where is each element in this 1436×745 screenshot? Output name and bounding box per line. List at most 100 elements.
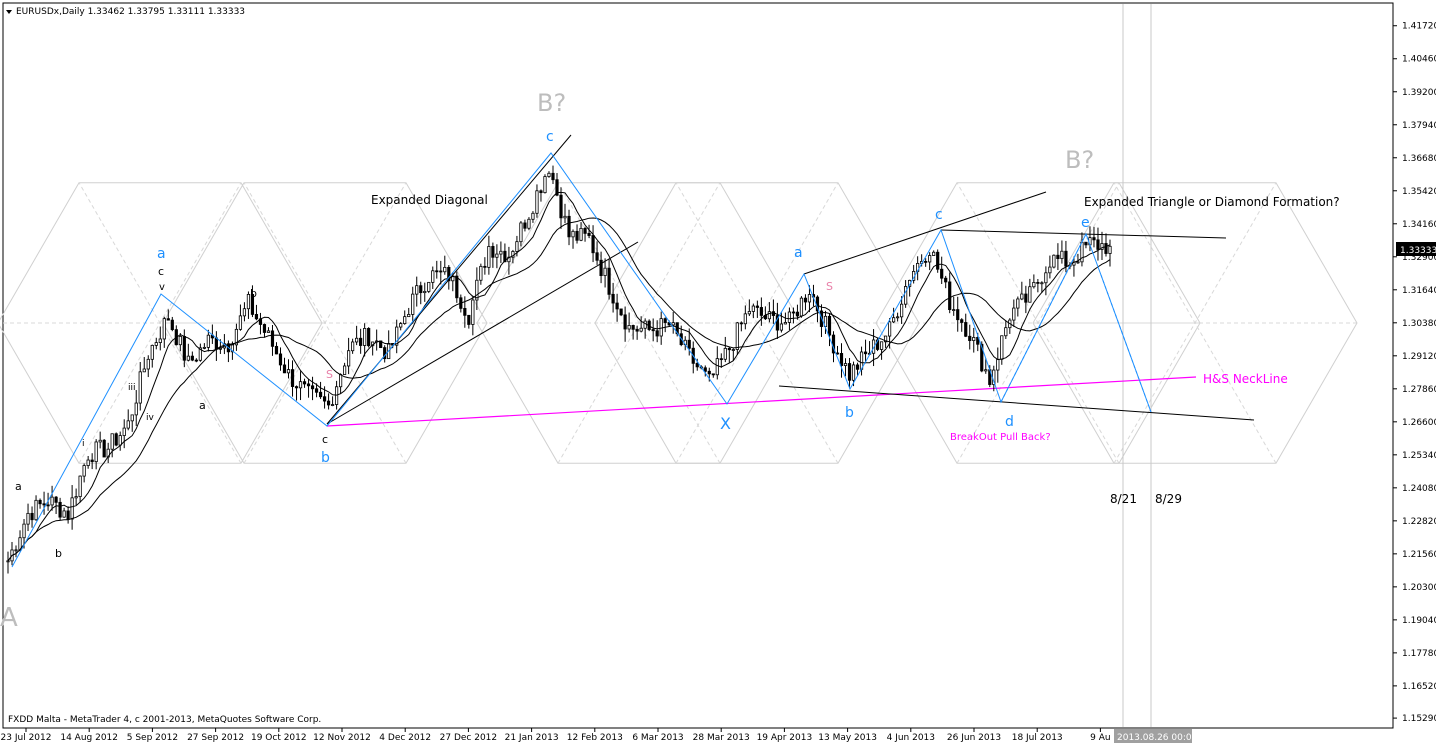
candle[interactable] (266, 327, 271, 333)
candle[interactable] (739, 321, 743, 332)
candle[interactable] (158, 326, 162, 351)
price-axis[interactable]: 1.41720 1.40460 1.39200 1.37940 1.36680 1.354… (1392, 3, 1436, 728)
candle[interactable] (403, 310, 407, 325)
candle[interactable] (807, 285, 812, 313)
candle[interactable] (1084, 241, 1088, 249)
candle[interactable] (839, 343, 844, 378)
candle[interactable] (607, 258, 611, 300)
candle[interactable] (619, 308, 623, 317)
candle[interactable] (944, 275, 948, 289)
candle[interactable] (531, 211, 535, 223)
candle[interactable] (355, 325, 359, 346)
time-axis[interactable]: 23 Jul 2012 14 Aug 2012 5 Sep 2012 27 Sep 2… (1, 727, 1393, 743)
candle[interactable] (130, 414, 134, 432)
candle[interactable] (194, 358, 198, 363)
candle[interactable] (1100, 231, 1104, 260)
candle[interactable] (427, 281, 431, 294)
candle[interactable] (499, 241, 503, 264)
candle[interactable] (475, 267, 479, 310)
candle[interactable] (847, 357, 852, 389)
candle[interactable] (471, 295, 475, 336)
candle[interactable] (1048, 255, 1052, 279)
candle[interactable] (186, 343, 190, 362)
candle[interactable] (166, 309, 170, 321)
candle[interactable] (138, 361, 142, 411)
candle[interactable] (575, 224, 579, 244)
candle[interactable] (146, 355, 150, 378)
candle[interactable] (1108, 239, 1112, 267)
candle[interactable] (567, 209, 571, 246)
candle[interactable] (407, 307, 411, 318)
candle[interactable] (595, 241, 599, 265)
candle[interactable] (743, 305, 747, 330)
candle[interactable] (479, 263, 483, 285)
candle[interactable] (483, 257, 487, 275)
candle[interactable] (731, 348, 735, 361)
candle[interactable] (623, 306, 627, 342)
candle[interactable] (455, 271, 459, 303)
candle[interactable] (1012, 299, 1016, 327)
candle[interactable] (715, 346, 719, 380)
candle[interactable] (347, 337, 351, 375)
candle[interactable] (735, 321, 739, 356)
candle[interactable] (503, 243, 507, 263)
candle[interactable] (1036, 279, 1040, 293)
candle[interactable] (719, 353, 723, 368)
candle[interactable] (591, 225, 595, 263)
candle[interactable] (631, 324, 635, 340)
candle[interactable] (755, 300, 759, 318)
candle[interactable] (779, 311, 784, 333)
candle[interactable] (551, 165, 555, 185)
candle[interactable] (439, 260, 443, 285)
candle[interactable] (94, 439, 98, 470)
candle[interactable] (431, 266, 435, 289)
candle[interactable] (74, 488, 78, 505)
candle[interactable] (314, 383, 319, 398)
candle[interactable] (1076, 253, 1080, 264)
triangle-lower-line[interactable] (778, 385, 1255, 421)
candle[interactable] (178, 333, 182, 352)
candle[interactable] (843, 358, 848, 377)
candle[interactable] (114, 432, 118, 447)
candle[interactable] (330, 396, 335, 407)
candle[interactable] (1004, 320, 1008, 340)
candle[interactable] (932, 250, 936, 256)
candle[interactable] (827, 313, 832, 347)
candle[interactable] (66, 506, 70, 524)
candle[interactable] (1104, 233, 1108, 257)
candle[interactable] (198, 343, 202, 362)
candle[interactable] (1024, 285, 1028, 314)
candle[interactable] (883, 335, 888, 348)
candle[interactable] (519, 220, 523, 247)
candle[interactable] (563, 203, 567, 224)
candle[interactable] (238, 304, 243, 331)
candle[interactable] (54, 496, 58, 514)
candle[interactable] (535, 184, 539, 218)
diagonal-lower-line[interactable] (326, 241, 639, 425)
candle[interactable] (1032, 274, 1036, 289)
candle[interactable] (952, 296, 956, 316)
candle[interactable] (86, 455, 90, 469)
candle[interactable] (1060, 240, 1064, 264)
candle[interactable] (286, 359, 291, 379)
candle[interactable] (627, 312, 631, 333)
candle[interactable] (579, 222, 583, 242)
candle[interactable] (326, 393, 331, 410)
triangle-top-line[interactable] (940, 229, 1227, 239)
candle[interactable] (134, 390, 138, 426)
candle[interactable] (523, 219, 527, 232)
candle[interactable] (395, 319, 399, 354)
candle[interactable] (82, 463, 86, 483)
candle[interactable] (367, 327, 371, 348)
candle[interactable] (723, 336, 727, 363)
candle[interactable] (202, 343, 206, 350)
candle[interactable] (539, 189, 543, 202)
candle[interactable] (162, 316, 166, 348)
candle[interactable] (250, 285, 255, 318)
candle[interactable] (126, 409, 130, 431)
candle[interactable] (102, 439, 106, 458)
candle[interactable] (1028, 278, 1032, 303)
candle[interactable] (900, 296, 904, 324)
candle[interactable] (246, 291, 251, 319)
candle[interactable] (206, 329, 210, 352)
